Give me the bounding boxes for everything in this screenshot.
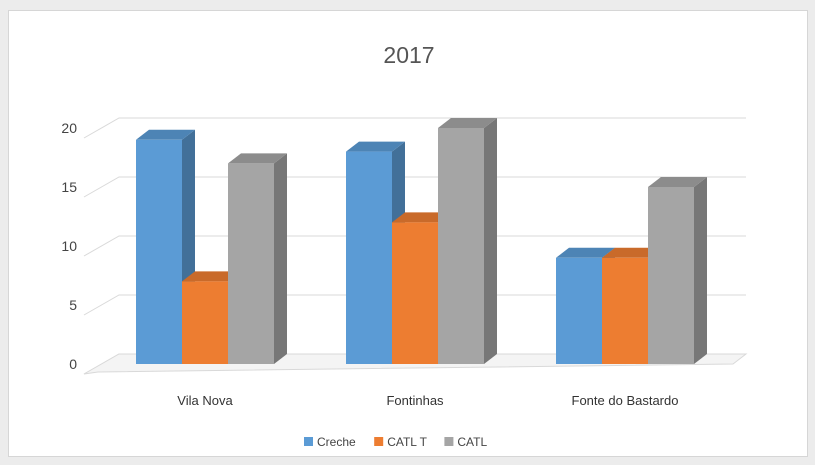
bar-front — [136, 139, 182, 364]
bar-top — [346, 141, 405, 152]
legend-label: Creche — [317, 435, 356, 449]
bar-top — [392, 212, 451, 223]
legend-label: CATL — [457, 435, 487, 449]
bar-top — [228, 153, 287, 164]
bar-catl-2 — [648, 177, 707, 364]
category-label: Vila Nova — [177, 393, 233, 408]
y-tick-label: 10 — [61, 238, 77, 254]
bars — [136, 118, 707, 364]
legend: Creche CATL T CATL — [304, 435, 488, 449]
bar-top — [602, 247, 661, 258]
bar-front — [346, 151, 392, 364]
bar-front — [182, 281, 228, 364]
bar-chart: 2017 0 5 10 15 20 Vila Nova Fontinhas Fonte do… — [61, 42, 748, 449]
y-axis-ticks: 0 5 10 15 20 — [61, 120, 77, 372]
gridline — [83, 294, 746, 316]
bar-top — [648, 177, 707, 187]
legend-swatch — [304, 437, 313, 446]
category-label: Fontinhas — [386, 393, 444, 408]
bar-front — [438, 128, 484, 364]
bar-front — [392, 222, 438, 364]
bar-top — [556, 247, 615, 258]
x-axis-categories: Vila Nova Fontinhas Fonte do Bastardo — [177, 393, 678, 408]
bar-catl-1 — [438, 118, 497, 364]
bar-top — [438, 118, 497, 128]
category-label: Fonte do Bastardo — [572, 393, 679, 408]
bar-top — [182, 271, 241, 282]
bar-side — [694, 177, 707, 364]
gridline — [83, 235, 746, 257]
y-tick-label: 5 — [69, 297, 77, 313]
gridline — [83, 176, 746, 198]
legend-swatch — [444, 437, 454, 446]
bar-front — [602, 257, 648, 364]
y-tick-label: 20 — [61, 120, 77, 136]
bar-side — [274, 153, 287, 364]
bar-front — [648, 187, 694, 364]
y-tick-label: 15 — [61, 179, 77, 195]
gridline — [83, 117, 746, 139]
y-tick-label: 0 — [69, 356, 77, 372]
bar-front — [228, 163, 274, 364]
chart-panel: 2017 0 5 10 15 20 Vila Nova Fontinhas Fonte do… — [8, 10, 808, 457]
bar-front — [556, 257, 602, 364]
legend-swatch — [374, 437, 384, 446]
bar-top — [136, 129, 195, 140]
legend-label: CATL T — [387, 435, 427, 449]
bar-catl-0 — [228, 153, 287, 364]
chart-title: 2017 — [383, 42, 434, 68]
bar-side — [484, 118, 497, 364]
